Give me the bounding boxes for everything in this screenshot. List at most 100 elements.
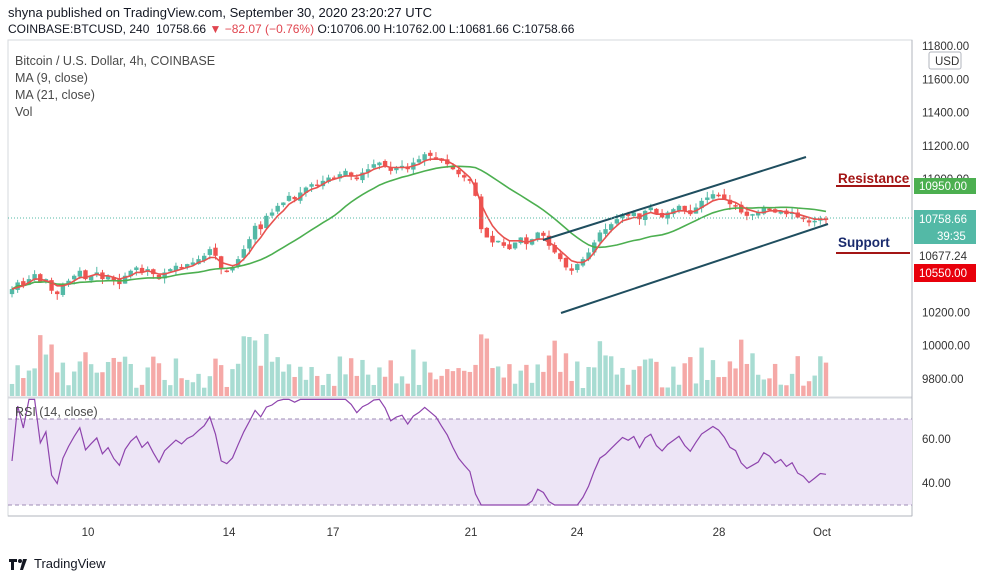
volume-bar (49, 344, 54, 396)
candle-body (303, 187, 309, 193)
candle-body (699, 200, 704, 209)
candle-body (456, 169, 461, 175)
candle-body (654, 208, 659, 215)
volume-bar (733, 368, 738, 396)
volume-bar (156, 363, 162, 396)
candle-body (122, 275, 128, 284)
candle-body (179, 266, 184, 269)
volume-bar (524, 364, 529, 396)
legend-rsi: RSI (14, close) (15, 405, 98, 419)
candle-body (264, 215, 269, 229)
date-tick-label: 14 (223, 527, 236, 539)
volume-bar (806, 381, 812, 396)
volume-bar (428, 372, 433, 396)
date-tick-label: 28 (713, 527, 726, 539)
candle-body (478, 196, 484, 230)
candle-body (507, 244, 512, 250)
candle-body (128, 270, 133, 277)
volume-bar (343, 374, 348, 396)
candle-body (168, 269, 173, 272)
volume-bar (88, 364, 94, 396)
channel-upper-line (542, 156, 807, 241)
support-label: Support (838, 235, 890, 250)
volume-bar (66, 385, 71, 396)
candle-body (552, 245, 557, 253)
resistance-tag (914, 178, 976, 194)
candle-body (705, 197, 710, 200)
currency-box[interactable] (928, 51, 962, 70)
last-price: 10758.66 (156, 22, 207, 36)
last-price-tag (914, 210, 976, 244)
candle-body (727, 199, 733, 205)
volume-bar (252, 340, 258, 396)
volume-bar (761, 379, 767, 396)
ma9-line (11, 158, 827, 290)
candle-body (716, 194, 721, 197)
volume-bar (38, 335, 43, 396)
volume-bar (241, 336, 246, 396)
candle-body (778, 210, 783, 214)
volume-bar (608, 356, 614, 396)
volume-bar (111, 357, 116, 396)
volume-bar (676, 384, 682, 396)
candle-body (190, 262, 196, 265)
channel-lower-line (560, 223, 829, 314)
candle-body (394, 167, 399, 171)
volume-bar (139, 384, 145, 396)
high-value: H:10762.00 (383, 22, 446, 36)
support-tag-text: 10550.00 (919, 268, 967, 280)
volume-bar (416, 384, 422, 396)
volume-bar (789, 373, 795, 396)
candle-body (642, 210, 648, 220)
candle-body (422, 154, 427, 161)
volume-bar (168, 385, 173, 396)
candle-body (111, 276, 116, 281)
volume-bar (490, 368, 495, 396)
candle-body (722, 194, 727, 200)
volume-bar (303, 379, 309, 396)
volume-bar (569, 380, 574, 396)
volume-bar (145, 367, 150, 396)
volume-bar (699, 347, 704, 396)
candle-body (60, 285, 66, 295)
candle-body (88, 275, 94, 281)
volume-bar (648, 358, 653, 396)
candle-body (490, 235, 495, 243)
footer[interactable]: TradingView (8, 556, 106, 571)
volume-bar (337, 356, 343, 396)
volume-bar (580, 387, 586, 396)
volume-bar (744, 363, 750, 396)
candle-body (428, 152, 433, 156)
date-tick-label: 10 (82, 527, 95, 539)
candle-body (360, 172, 365, 181)
low-value: L:10681.66 (448, 22, 509, 36)
last-price-tag-text: 10758.66 (919, 214, 967, 226)
price-tick-label: 11400.00 (922, 108, 969, 120)
candle-body (484, 227, 490, 238)
candle-body (614, 219, 620, 224)
price-tick-label: 11800.00 (922, 41, 969, 53)
volume-bar (739, 339, 744, 396)
candle-body (806, 220, 812, 223)
volume-bar (665, 387, 670, 396)
candle-body (32, 274, 37, 280)
volume-bar (230, 369, 235, 396)
volume-bar (411, 349, 416, 396)
volume-bar (281, 371, 286, 396)
volume-bar (682, 363, 687, 396)
volume-bar (659, 387, 665, 396)
volume-bar (614, 374, 620, 396)
price-tick-label: 11600.00 (922, 74, 969, 86)
candle-body (382, 161, 388, 166)
volume-bar (218, 365, 224, 396)
publisher-line: shyna published on TradingView.com, Sept… (8, 5, 432, 20)
legend-ma9: MA (9, close) (15, 71, 88, 85)
open-value: O:10706.00 (317, 22, 381, 36)
candle-body (292, 196, 297, 200)
currency-label: USD (935, 56, 959, 68)
volume-bar (179, 378, 184, 396)
candle-body (710, 194, 716, 199)
volume-bar (388, 360, 393, 396)
candle-body (767, 208, 772, 211)
